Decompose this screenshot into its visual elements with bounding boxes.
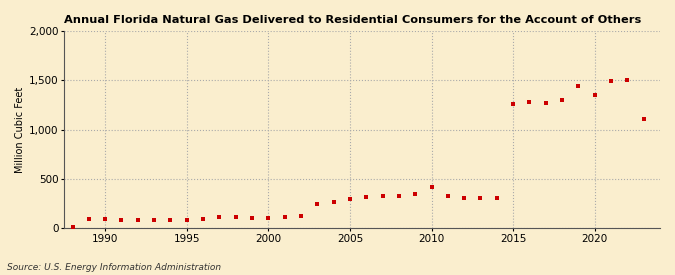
Point	[100, 217, 111, 221]
Point	[296, 214, 306, 219]
Point	[410, 192, 421, 196]
Point	[246, 216, 257, 221]
Point	[165, 218, 176, 222]
Point	[524, 100, 535, 104]
Point	[67, 225, 78, 229]
Point	[51, 226, 61, 230]
Point	[622, 78, 632, 83]
Point	[148, 218, 159, 222]
Point	[442, 194, 453, 199]
Point	[589, 93, 600, 97]
Y-axis label: Million Cubic Feet: Million Cubic Feet	[15, 87, 25, 173]
Point	[605, 79, 616, 84]
Point	[639, 117, 649, 121]
Text: Source: U.S. Energy Information Administration: Source: U.S. Energy Information Administ…	[7, 263, 221, 272]
Point	[508, 101, 518, 106]
Point	[557, 98, 568, 102]
Point	[198, 217, 209, 221]
Point	[214, 215, 225, 219]
Point	[84, 217, 95, 221]
Point	[182, 218, 192, 222]
Point	[377, 193, 388, 198]
Point	[394, 193, 404, 198]
Point	[573, 84, 584, 89]
Point	[263, 216, 274, 220]
Point	[279, 215, 290, 219]
Point	[344, 197, 355, 201]
Point	[312, 202, 323, 206]
Point	[328, 200, 339, 204]
Point	[541, 101, 551, 105]
Point	[230, 215, 241, 219]
Point	[116, 218, 127, 222]
Point	[426, 185, 437, 189]
Text: Annual Florida Natural Gas Delivered to Residential Consumers for the Account of: Annual Florida Natural Gas Delivered to …	[64, 15, 642, 25]
Point	[132, 218, 143, 222]
Point	[475, 196, 486, 200]
Point	[361, 195, 372, 200]
Point	[459, 196, 470, 200]
Point	[491, 196, 502, 201]
